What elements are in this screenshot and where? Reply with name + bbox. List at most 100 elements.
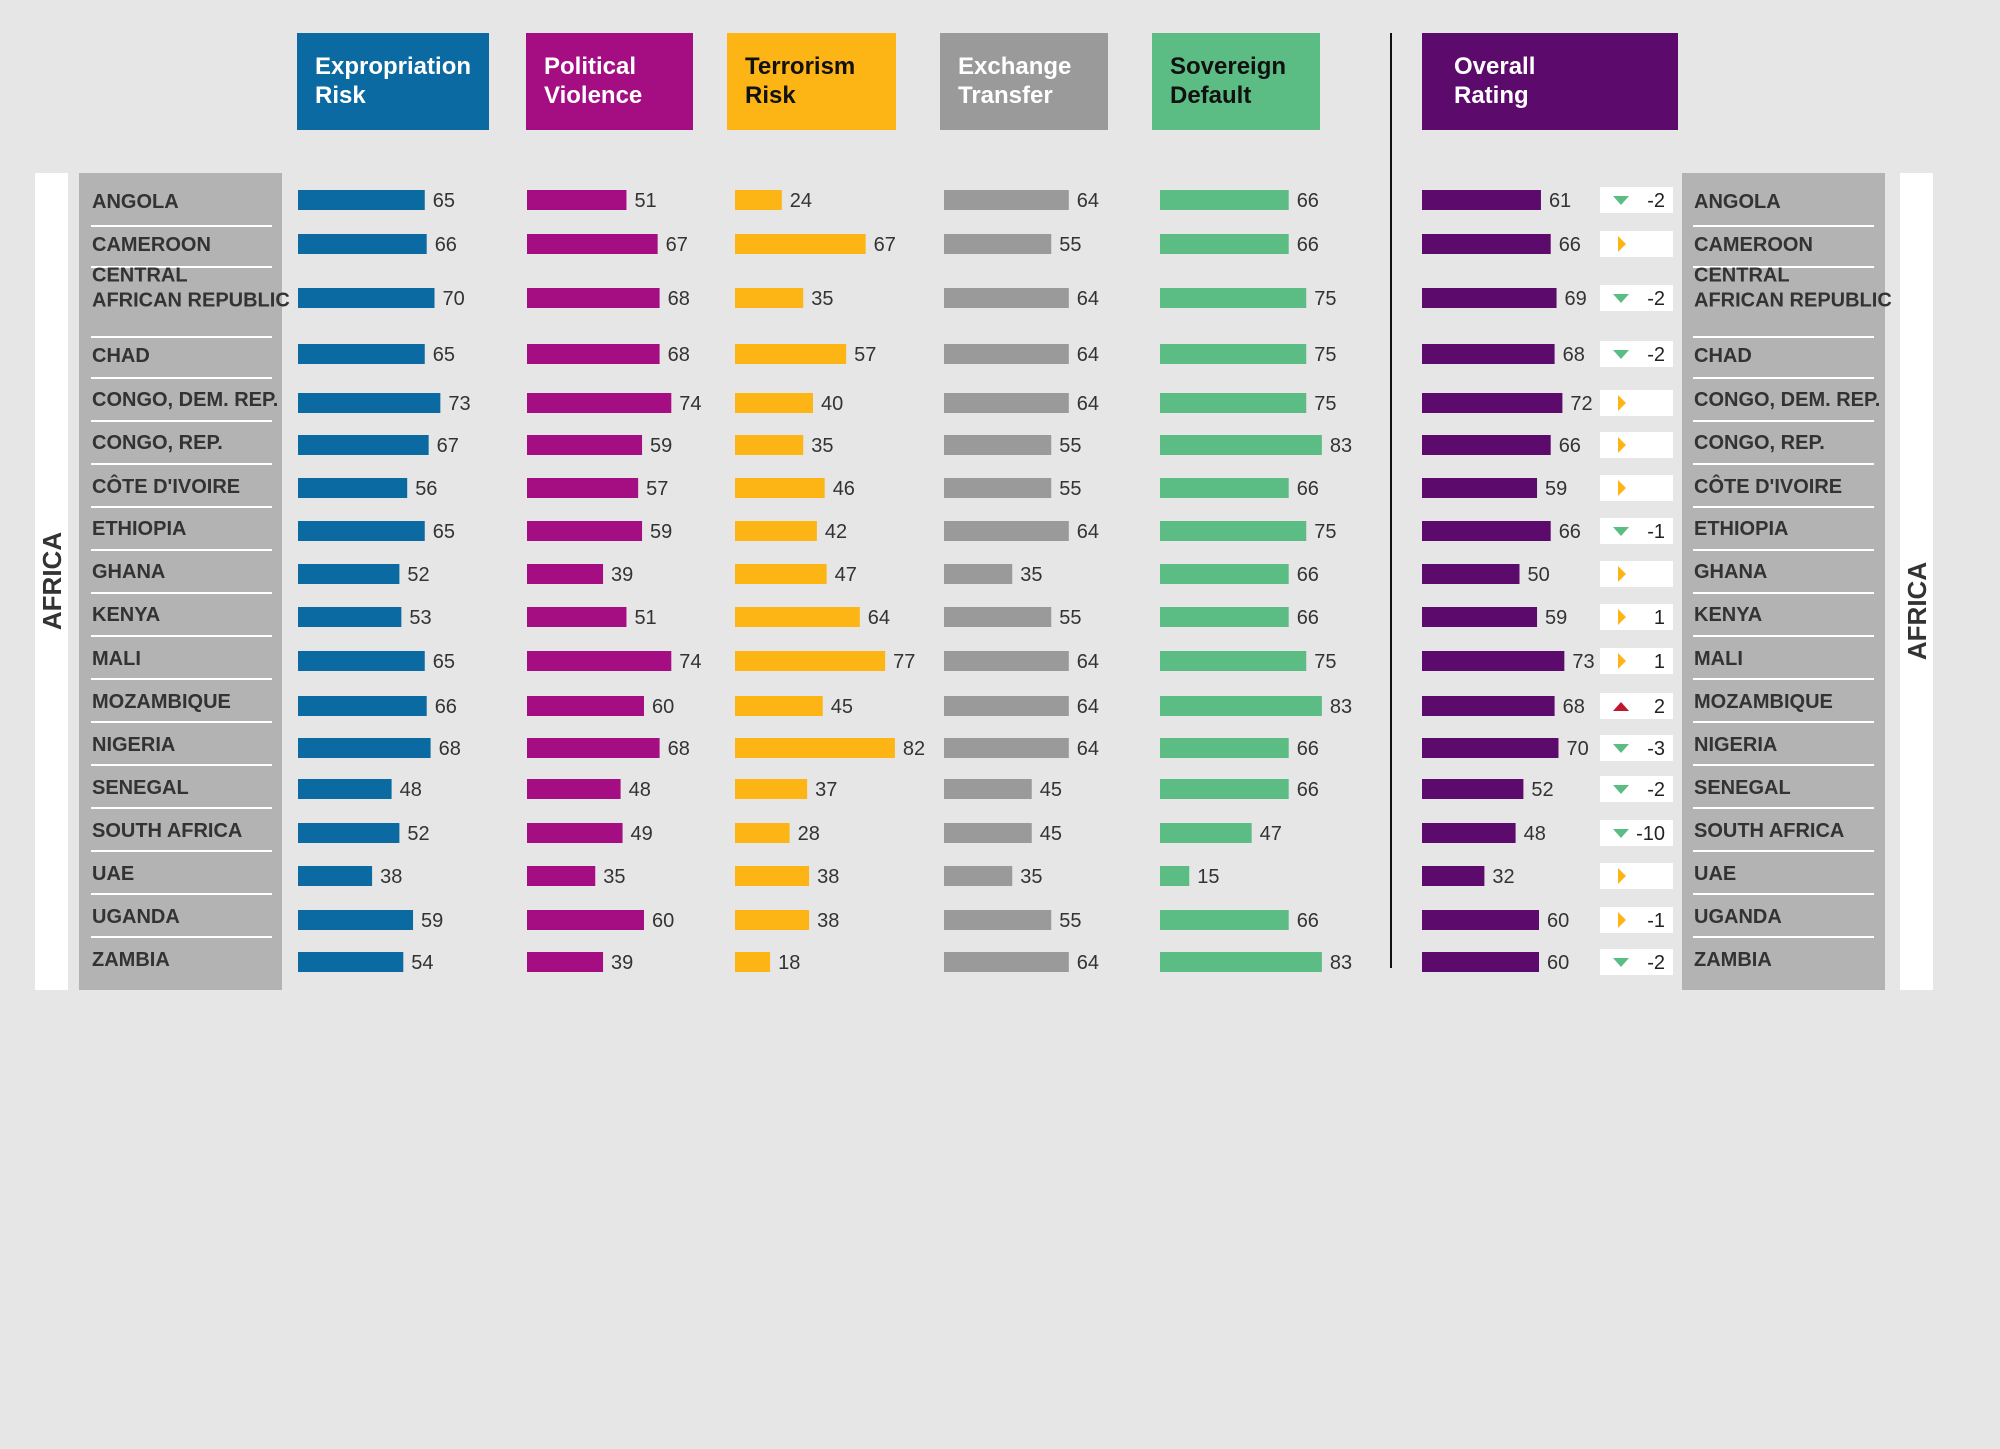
header-label: Overall (1454, 53, 1535, 80)
value-label: 74 (679, 393, 701, 415)
bar (527, 288, 660, 308)
change-value: 1 (1654, 651, 1665, 673)
bar (527, 779, 621, 799)
value-label: 45 (831, 696, 853, 718)
bar (735, 190, 782, 210)
bar (1160, 651, 1307, 671)
value-label: 65 (433, 190, 455, 212)
change-box (1600, 735, 1673, 761)
change-box (1600, 693, 1673, 719)
value-label: 35 (603, 866, 625, 888)
value-label: 77 (893, 651, 915, 673)
bar (735, 823, 790, 843)
header-label: Terrorism (745, 53, 855, 80)
country-label-right: ZAMBIA (1694, 949, 1772, 971)
header-label: Transfer (958, 82, 1053, 109)
value-label: 60 (1547, 952, 1569, 974)
value-label: 75 (1314, 651, 1336, 673)
bar (1160, 866, 1190, 886)
value-label: 66 (1559, 521, 1581, 543)
arrow-right-icon (1618, 653, 1626, 669)
value-labels: 6566706573675665525365666848523859545167… (380, 190, 1594, 974)
value-label: 53 (409, 607, 431, 629)
change-box (1600, 949, 1673, 975)
bar (944, 779, 1032, 799)
bar (944, 393, 1069, 413)
country-label-right: KENYA (1694, 604, 1762, 626)
arrow-down-icon (1613, 785, 1629, 794)
value-label: 55 (1059, 234, 1081, 256)
bar (298, 234, 427, 254)
bar (944, 910, 1052, 930)
value-label: 38 (380, 866, 402, 888)
change-value: 1 (1654, 607, 1665, 629)
bar (527, 435, 643, 455)
bar (944, 823, 1032, 843)
value-label: 83 (1330, 952, 1352, 974)
value-label: 74 (679, 651, 701, 673)
bar (1422, 823, 1516, 843)
bar (1422, 234, 1551, 254)
value-label: 35 (811, 435, 833, 457)
bar (298, 738, 431, 758)
bar (944, 952, 1069, 972)
change-value: -2 (1647, 288, 1665, 310)
bar (298, 910, 414, 930)
value-label: 35 (1020, 564, 1042, 586)
value-label: 66 (1297, 779, 1319, 801)
value-label: 32 (1492, 866, 1514, 888)
bar (735, 564, 827, 584)
value-label: 66 (1297, 234, 1319, 256)
arrow-down-icon (1613, 350, 1629, 359)
value-label: 57 (646, 478, 668, 500)
country-label-right: CÔTE D'IVOIRE (1694, 474, 1842, 498)
bar (1160, 696, 1322, 716)
country-label-right: GHANA (1694, 561, 1767, 583)
bar (527, 607, 627, 627)
value-label: 73 (448, 393, 470, 415)
value-label: 75 (1314, 288, 1336, 310)
country-label-right: CONGO, DEM. REP. (1694, 389, 1880, 411)
value-label: 68 (668, 738, 690, 760)
bar (1422, 866, 1485, 886)
change-box (1600, 187, 1673, 213)
value-label: 38 (817, 910, 839, 932)
bar (735, 393, 813, 413)
value-label: 67 (666, 234, 688, 256)
value-label: 55 (1059, 435, 1081, 457)
arrow-down-icon (1613, 294, 1629, 303)
bar (944, 234, 1052, 254)
value-label: 48 (629, 779, 651, 801)
value-label: 61 (1549, 190, 1571, 212)
header-label: Default (1170, 82, 1251, 109)
value-label: 64 (1077, 651, 1099, 673)
bar (1160, 234, 1289, 254)
country-label-left: ZAMBIA (92, 949, 170, 971)
bar (1422, 651, 1565, 671)
value-label: 67 (437, 435, 459, 457)
bar (1422, 779, 1524, 799)
value-label: 49 (631, 823, 653, 845)
value-label: 64 (1077, 393, 1099, 415)
bar (1422, 607, 1538, 627)
bar (298, 651, 425, 671)
header-label: Risk (315, 82, 366, 109)
bar (944, 866, 1013, 886)
value-label: 55 (1059, 607, 1081, 629)
value-label: 68 (668, 344, 690, 366)
value-label: 68 (1563, 344, 1585, 366)
country-label-right: ANGOLA (1694, 191, 1781, 213)
value-label: 66 (1297, 564, 1319, 586)
country-label-right: UAE (1694, 863, 1736, 885)
bar (527, 738, 660, 758)
country-label-left: CONGO, REP. (92, 432, 223, 454)
value-label: 73 (1572, 651, 1594, 673)
header-label: Violence (544, 82, 642, 109)
country-label-left: UGANDA (92, 906, 180, 928)
bar (527, 564, 604, 584)
country-panel-left (79, 173, 282, 990)
value-label: 66 (1297, 478, 1319, 500)
bar (735, 696, 823, 716)
country-panels: AFRICA AFRICA ANGOLA ANGOLA CAMEROON CAMEROON… (35, 33, 1933, 990)
value-label: 59 (421, 910, 443, 932)
